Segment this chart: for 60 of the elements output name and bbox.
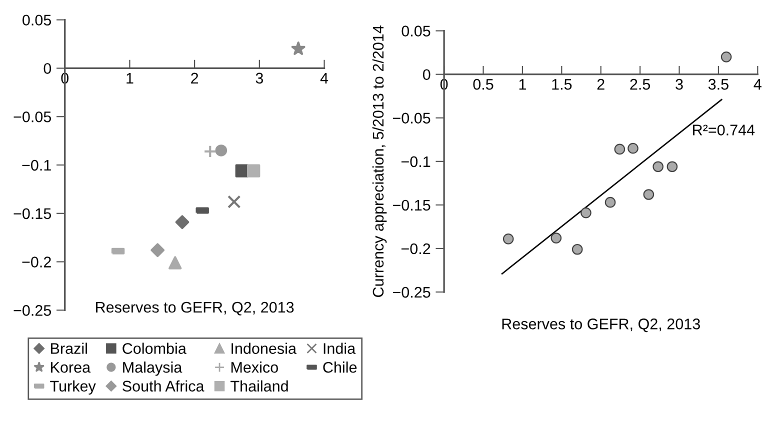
legend-label: Mexico	[231, 362, 278, 373]
x-tick-label: 4	[320, 72, 328, 84]
point	[228, 195, 241, 208]
point	[614, 144, 626, 155]
legend-label: Malaysia	[123, 362, 182, 376]
y-tick-label: −0.1	[22, 160, 51, 171]
y-tick-label: −0.05	[14, 111, 52, 122]
y-tick-label: 0.05	[22, 14, 52, 26]
legend-label: Korea	[51, 362, 91, 373]
x-tick-label: 3.5	[708, 78, 728, 90]
legend-label: India	[324, 342, 356, 354]
point	[168, 256, 182, 270]
annotation: R²=0.744	[693, 124, 755, 136]
point	[643, 189, 654, 200]
y-tick-label: 0	[44, 63, 52, 74]
legend-label: Indonesia	[232, 342, 296, 354]
x-tick-label: 2	[191, 72, 198, 84]
x-tick-label: 3	[256, 72, 263, 84]
point	[175, 215, 190, 230]
y-tick-label: −0.05	[392, 112, 430, 124]
point	[720, 52, 732, 62]
y-tick-label: 0.05	[402, 26, 430, 36]
x-tick-label: 4	[754, 79, 762, 90]
point	[550, 232, 562, 244]
x-tick-label: 2	[597, 78, 604, 90]
x-tick-label: 1	[126, 72, 134, 84]
y-axis-title: Currency appreciation, 5/2013 to 2/2014	[372, 26, 387, 297]
y-tick-label: −0.15	[14, 208, 52, 220]
x-tick-label: 1.5	[552, 79, 572, 90]
x-tick-label: 2.5	[630, 78, 650, 90]
point	[580, 207, 592, 218]
y-tick-label: −0.2	[401, 243, 430, 254]
x-axis-title: Reserves to GEFR, Q2, 2013	[96, 302, 294, 316]
point	[652, 161, 664, 172]
x-tick-label: 0.5	[473, 78, 494, 90]
point	[246, 164, 260, 178]
point	[150, 243, 165, 258]
point	[572, 244, 583, 255]
legend-label: Thailand	[230, 380, 288, 392]
legend-label: Chile	[323, 362, 357, 373]
x-tick-label: 3	[676, 78, 683, 90]
x-tick-label: 1	[519, 79, 526, 90]
y-tick-label: −0.25	[14, 305, 52, 316]
x-axis-title: Reserves to GEFR, Q2, 2013	[502, 318, 700, 332]
y-tick-label: −0.25	[392, 286, 430, 298]
point	[604, 196, 616, 208]
legend-label: Brazil	[51, 342, 87, 354]
y-tick-label: −0.15	[392, 200, 430, 211]
point	[235, 164, 249, 178]
legend-label: South Africa	[122, 380, 204, 392]
point	[502, 233, 514, 244]
legend-label: Colombia	[122, 342, 186, 354]
y-tick-label: −0.1	[401, 156, 430, 168]
point	[666, 161, 678, 172]
point	[291, 42, 306, 55]
y-tick-label: −0.2	[22, 256, 51, 268]
point	[215, 144, 228, 156]
legend-label: Turkey	[50, 380, 96, 395]
point	[628, 142, 638, 154]
point	[204, 144, 217, 158]
